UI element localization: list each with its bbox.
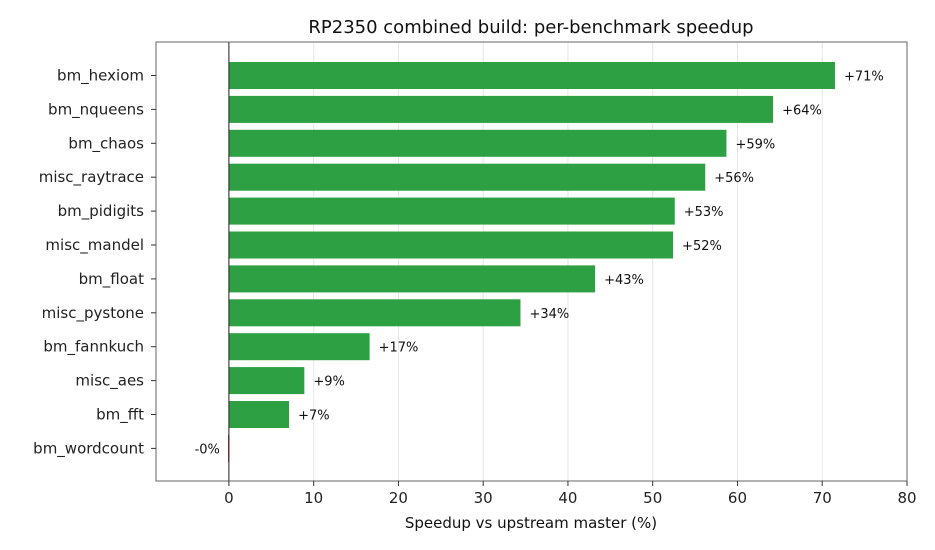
- category-label: misc_mandel: [45, 236, 144, 255]
- bar: [228, 231, 674, 259]
- bar: [228, 129, 727, 157]
- data-label: +56%: [714, 171, 754, 186]
- x-tick-label: 50: [643, 489, 662, 507]
- data-label: +43%: [604, 273, 644, 288]
- data-label: +64%: [782, 103, 822, 118]
- data-label: +53%: [684, 205, 724, 220]
- bar: [228, 299, 521, 327]
- bar: [228, 265, 596, 293]
- bar: [228, 62, 835, 89]
- category-label: misc_aes: [75, 372, 144, 391]
- chart-title: RP2350 combined build: per-benchmark spe…: [308, 17, 753, 38]
- data-label: +7%: [298, 409, 330, 424]
- category-label: bm_fannkuch: [43, 338, 144, 357]
- y-categories: bm_hexiom bm_nqueens bm_chaos misc_raytrace…: [33, 67, 156, 458]
- category-label: bm_wordcount: [33, 439, 144, 458]
- bars: [228, 62, 835, 462]
- plot-frame: [155, 41, 908, 482]
- category-label: bm_nqueens: [48, 100, 144, 119]
- data-label: +9%: [313, 375, 345, 390]
- bar: [228, 95, 774, 123]
- x-tick-label: 20: [389, 489, 408, 507]
- data-label: +71%: [844, 70, 884, 85]
- x-tick-label: 40: [558, 489, 577, 507]
- category-label: bm_chaos: [68, 134, 144, 153]
- data-label: +17%: [379, 341, 419, 356]
- data-labels: +71% +64% +59% +56% +53% +52% +43% +34% +17% +9% +…: [195, 70, 884, 458]
- bar: [228, 401, 290, 428]
- x-tick-label: 70: [813, 489, 832, 507]
- category-label: misc_pystone: [42, 304, 144, 323]
- x-tick-label: 0: [224, 489, 234, 507]
- bar: [228, 333, 370, 361]
- data-label: +52%: [682, 239, 722, 254]
- category-label: bm_pidigits: [58, 202, 145, 221]
- bar: [228, 367, 305, 395]
- category-label: bm_fft: [96, 406, 144, 425]
- x-ticks: 0 10 20 30 40 50 60 70 80: [224, 481, 917, 507]
- category-label: bm_hexiom: [57, 67, 144, 86]
- category-label: misc_raytrace: [39, 168, 144, 187]
- x-tick-label: 30: [474, 489, 493, 507]
- bar: [228, 197, 675, 225]
- x-tick-label: 10: [304, 489, 323, 507]
- x-tick-label: 60: [728, 489, 747, 507]
- x-axis-label: Speedup vs upstream master (%): [405, 514, 657, 532]
- category-label: bm_float: [79, 270, 144, 289]
- x-tick-label: 80: [897, 489, 916, 507]
- bar: [228, 163, 706, 191]
- data-label: +34%: [529, 307, 569, 322]
- data-label: +59%: [735, 137, 775, 152]
- data-label: -0%: [195, 442, 220, 457]
